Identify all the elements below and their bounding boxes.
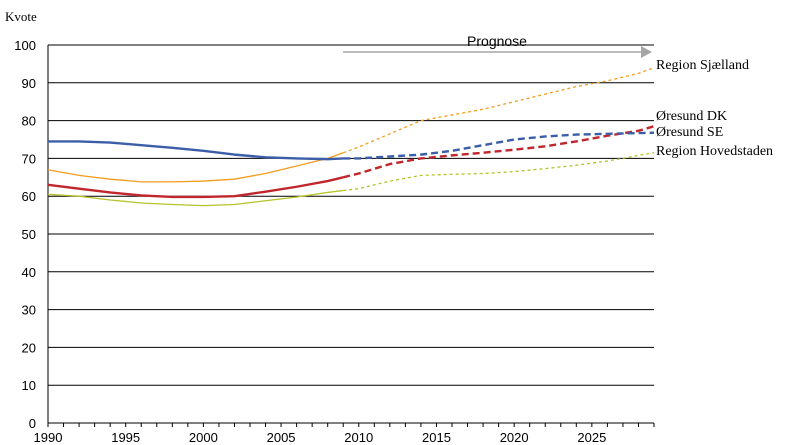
y-tick-label: 60 [22,189,36,204]
y-tick-label: 80 [22,114,36,129]
x-tick-label: 2010 [344,430,373,445]
x-tick-label: 2025 [577,430,606,445]
series-line-3-historic [47,189,344,207]
series-label-2: Øresund SE [656,125,723,140]
y-tick-label: 100 [14,38,36,53]
gridlines [47,44,654,424]
x-axis-ticks: 1990 1995 2000 2005 2010 2015 2020 2025 [34,423,655,445]
x-tick-label: 2000 [189,430,218,445]
x-tick-label: 2015 [422,430,451,445]
y-axis-ticks: 0 10 20 30 40 50 60 70 80 90 100 [14,38,36,431]
series-line-1-historic [47,176,344,199]
series-label-3: Region Hovedstaden [656,144,773,159]
forecast-annotation: Prognose [343,33,652,58]
y-tick-label: 40 [22,265,36,280]
series-line-0-historic [47,152,344,183]
prognose-label: Prognose [467,33,527,49]
x-tick-label: 2020 [500,430,529,445]
y-tick-label: 70 [22,151,36,166]
series-label-1: Øresund DK [656,109,727,124]
y-tick-label: 0 [29,416,36,431]
series-group [47,67,655,207]
y-tick-label: 10 [22,378,36,393]
series-line-0-forecast [343,67,655,154]
x-tick-label: 1990 [34,430,63,445]
y-tick-label: 30 [22,303,36,318]
series-line-1-forecast [342,125,655,179]
y-tick-label: 20 [22,340,36,355]
y-tick-label: 90 [22,76,36,91]
series-label-0: Region Sjælland [656,58,749,73]
x-tick-label: 1995 [111,430,140,445]
series-line-2-forecast [343,131,655,160]
y-axis-label: Kvote [5,9,37,24]
series-line-3-forecast [343,152,655,192]
series-line-2-historic [48,140,344,161]
y-tick-label: 50 [22,227,36,242]
x-tick-label: 2005 [267,430,296,445]
forecast-arrowhead [641,46,652,58]
